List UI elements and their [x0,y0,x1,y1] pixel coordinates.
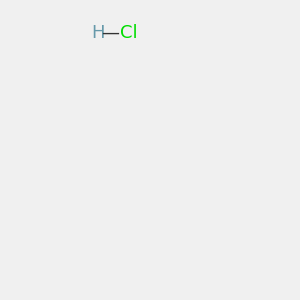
Text: —: — [101,24,119,42]
Text: H: H [92,24,105,42]
Text: Cl: Cl [120,24,138,42]
